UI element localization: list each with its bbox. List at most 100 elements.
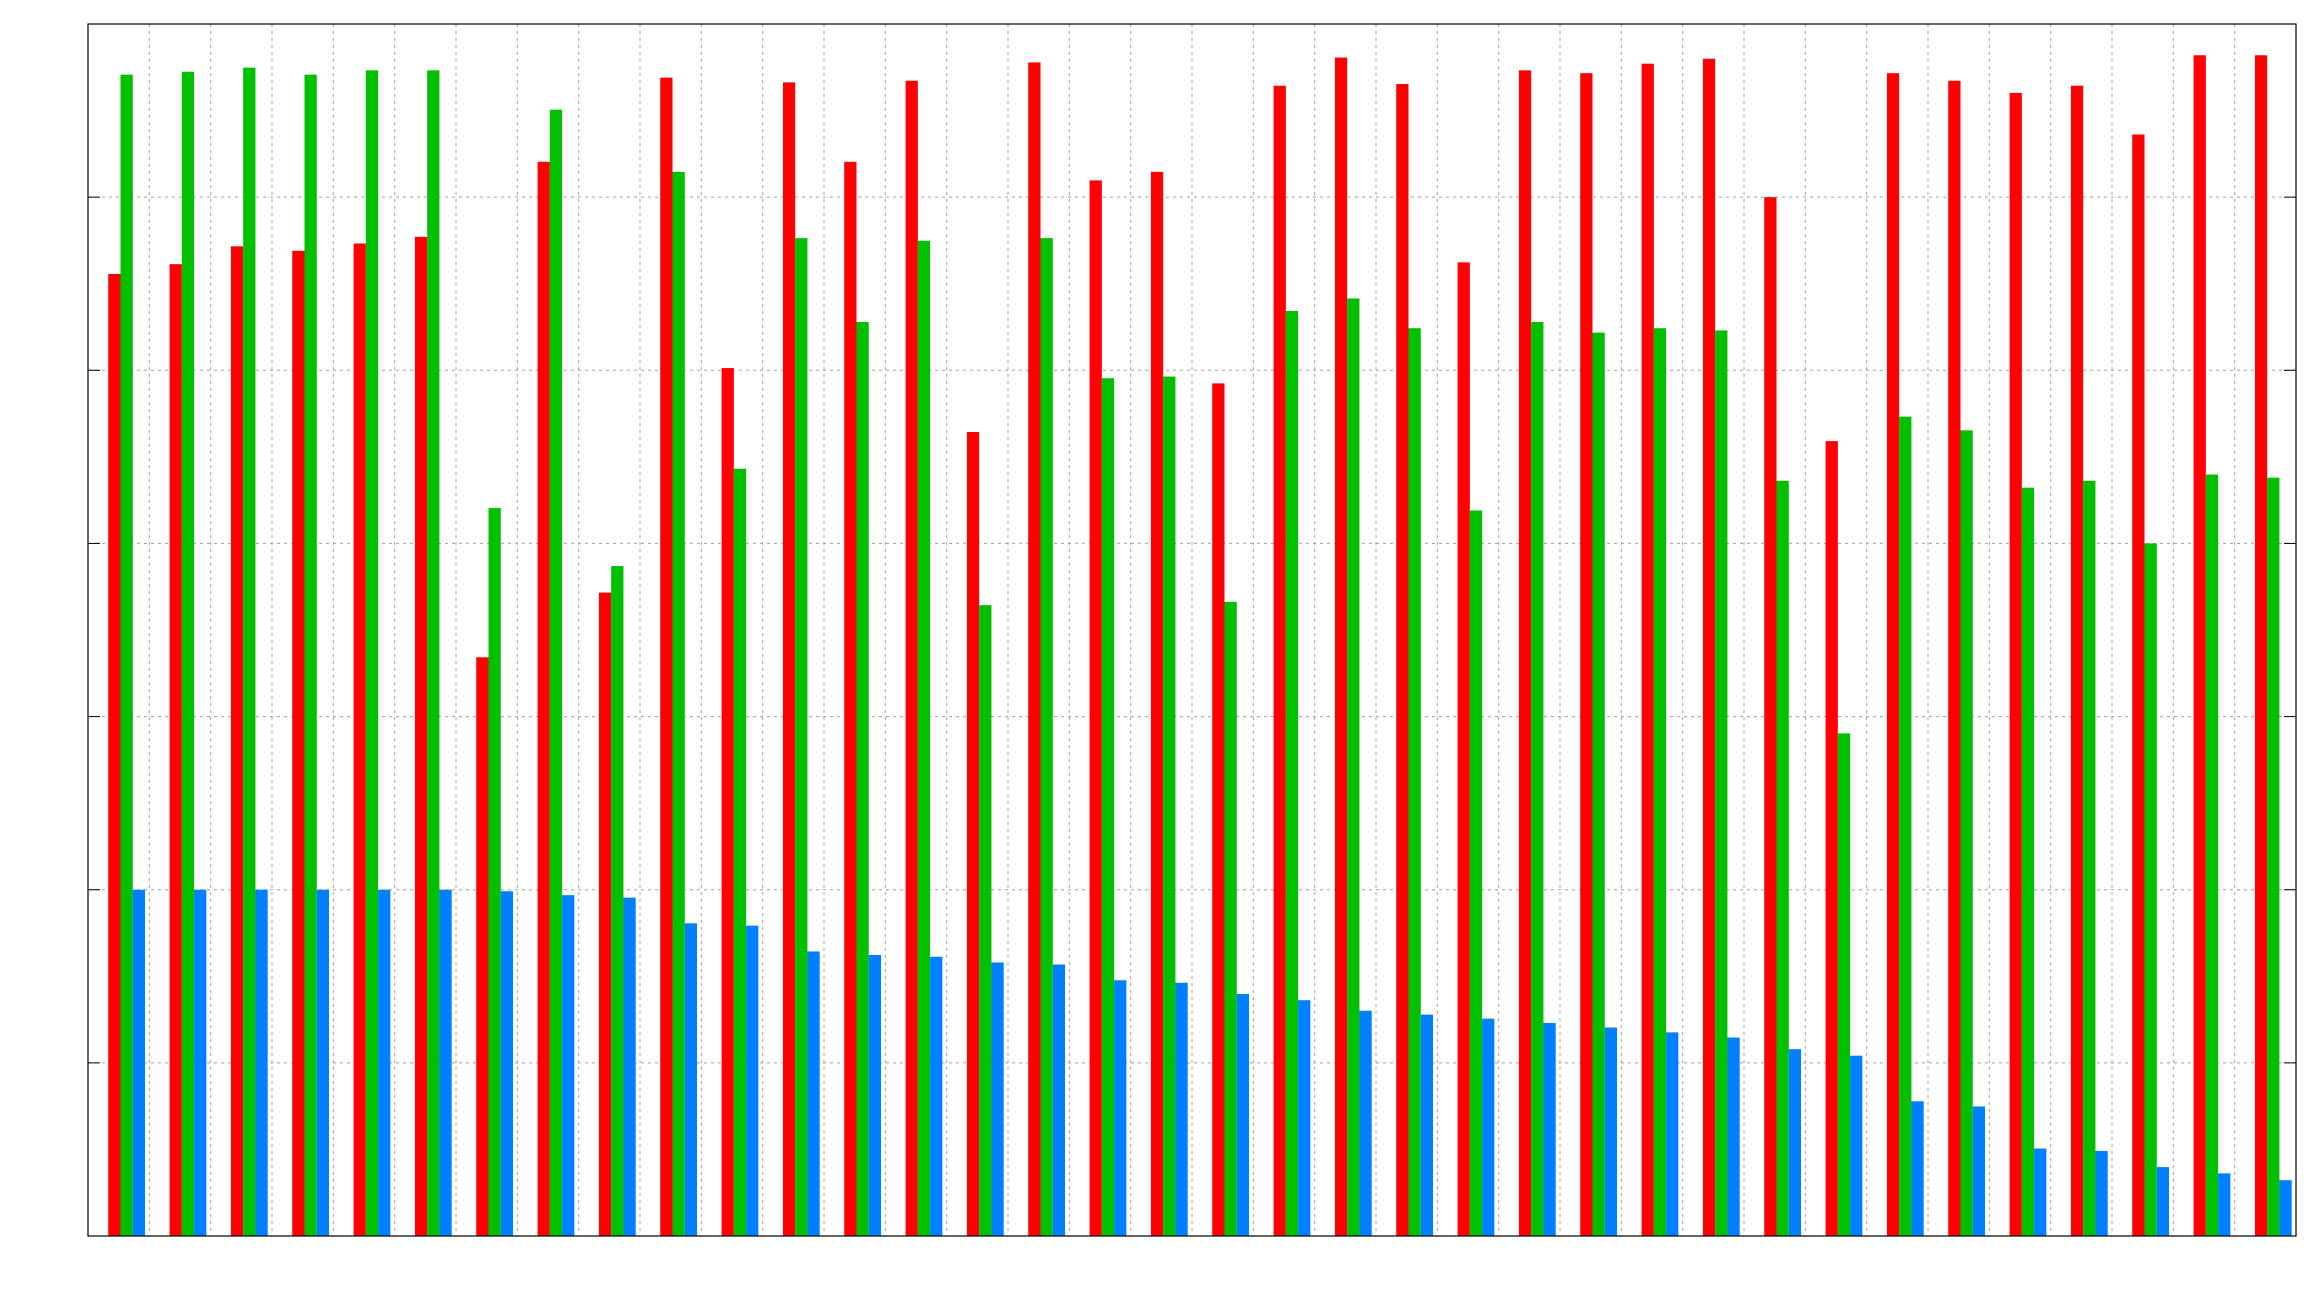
bar-series-3 [1175, 982, 1188, 1236]
bar-series-1 [1948, 80, 1961, 1236]
bar-series-2 [243, 67, 256, 1236]
bar-series-1 [1580, 73, 1593, 1236]
bar-series-3 [132, 889, 146, 1236]
bar-series-1 [905, 80, 918, 1236]
bar-series-3 [1788, 1049, 1802, 1236]
bar-series-3 [2034, 1148, 2047, 1236]
bar-series-1 [721, 368, 734, 1236]
bar-series-3 [1236, 993, 1250, 1236]
bar-series-3 [1972, 1106, 1986, 1236]
bar-series-2 [488, 508, 501, 1236]
bar-series-3 [255, 889, 268, 1236]
bar-series-2 [1101, 378, 1115, 1237]
bar-series-2 [2267, 477, 2280, 1236]
bar-series-3 [1114, 980, 1127, 1236]
bar-series-2 [672, 171, 685, 1237]
bar-series-1 [230, 246, 244, 1237]
bar-series-2 [2205, 474, 2219, 1237]
bar-series-1 [660, 77, 673, 1236]
bar-series-2 [1224, 601, 1237, 1236]
bar-series-2 [1899, 416, 1912, 1236]
bar-series-2 [120, 74, 133, 1237]
bar-series-3 [1666, 1032, 1679, 1236]
bar-series-3 [1604, 1027, 1618, 1236]
bar-series-1 [476, 657, 489, 1236]
bar-series-3 [623, 897, 636, 1236]
bar-series-2 [1776, 480, 1789, 1236]
bar-series-3 [1911, 1101, 1924, 1236]
bar-series-1 [1089, 180, 1102, 1237]
bar-series-1 [108, 273, 121, 1236]
bar-series-2 [611, 566, 624, 1236]
bar-series-1 [1764, 197, 1777, 1237]
bar-series-1 [2132, 134, 2145, 1237]
bar-series-2 [365, 70, 379, 1236]
bar-series-1 [1212, 383, 1225, 1236]
bar-series-3 [868, 954, 882, 1236]
bar-series-3 [1052, 964, 1066, 1236]
bar-series-2 [1837, 733, 1851, 1236]
bar-series-1 [292, 250, 305, 1236]
bar-series-1 [537, 161, 550, 1237]
bar-series-1 [2254, 55, 2268, 1237]
bar-series-2 [181, 71, 195, 1237]
bar-series-1 [1028, 62, 1041, 1237]
bar-series-3 [500, 891, 514, 1236]
bar-series-1 [1396, 84, 1409, 1236]
bar-series-3 [2095, 1150, 2108, 1236]
bar-series-2 [2083, 480, 2096, 1236]
bar-series-3 [1543, 1022, 1556, 1236]
bar-series-1 [1457, 262, 1470, 1237]
bar-series-2 [979, 605, 992, 1236]
bar-series-2 [1040, 238, 1053, 1236]
bar-series-3 [2156, 1167, 2170, 1236]
bar-series-3 [316, 889, 330, 1236]
bar-series-2 [427, 70, 440, 1236]
bar-series-2 [1592, 332, 1605, 1237]
bar-series-3 [1420, 1014, 1434, 1236]
bar-series-1 [2193, 55, 2206, 1237]
plot-frame [87, 23, 2297, 1237]
bar-series-3 [562, 895, 575, 1236]
bar-series-2 [1469, 510, 1483, 1236]
bar-series-2 [733, 468, 747, 1236]
bar-series-2 [2021, 487, 2035, 1236]
bar-series-1 [782, 82, 796, 1236]
bar-series-1 [353, 243, 366, 1237]
bar-series-3 [746, 925, 759, 1236]
bar-series-3 [1727, 1037, 1740, 1236]
bar-series-1 [966, 432, 980, 1236]
bar-series-3 [684, 923, 698, 1236]
bar-series-2 [1285, 310, 1299, 1236]
bar-series-3 [1298, 1000, 1311, 1236]
bar-series-2 [1960, 430, 1973, 1237]
bar-series-2 [2144, 543, 2157, 1236]
bar-series-1 [1273, 85, 1286, 1236]
bar-series-1 [1702, 58, 1716, 1236]
bar-series-3 [194, 889, 207, 1236]
bar-series-2 [1408, 328, 1421, 1236]
bar-series-3 [378, 889, 391, 1236]
bar-series-3 [439, 889, 452, 1236]
bar-series-1 [1886, 73, 1900, 1236]
bar-series-1 [844, 161, 857, 1237]
bar-series-1 [1825, 441, 1838, 1236]
bar-series-3 [991, 962, 1004, 1236]
bar-series-3 [1482, 1018, 1495, 1236]
bar-series-1 [2070, 85, 2084, 1236]
bar-series-2 [1715, 330, 1728, 1236]
bar-series-2 [856, 322, 869, 1237]
bar-series-2 [1163, 376, 1176, 1236]
bar-series-2 [917, 240, 931, 1236]
bar-series-3 [1359, 1010, 1372, 1236]
bar-series-2 [304, 74, 317, 1237]
bar-series-2 [1347, 298, 1360, 1236]
bar-series-1 [414, 236, 428, 1237]
bar-series-3 [1850, 1055, 1863, 1236]
bar-series-2 [795, 238, 808, 1236]
bar-series-2 [1531, 322, 1544, 1237]
bar-series-3 [2279, 1180, 2292, 1236]
bar-series-1 [598, 592, 612, 1236]
bar-series-3 [2218, 1173, 2231, 1236]
